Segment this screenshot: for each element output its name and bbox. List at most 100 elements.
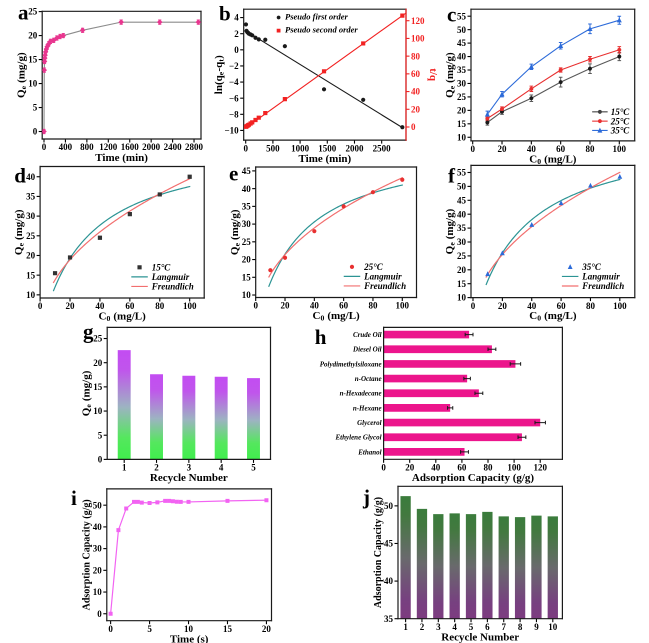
svg-text:0: 0 [108,624,113,634]
svg-text:1600: 1600 [121,142,140,152]
svg-text:10: 10 [548,622,558,632]
svg-text:25: 25 [26,231,36,241]
svg-text:400: 400 [59,142,73,152]
svg-text:j: j [362,485,370,509]
svg-text:15: 15 [93,382,103,392]
svg-text:40: 40 [457,52,467,62]
svg-text:5: 5 [147,624,152,634]
svg-text:7: 7 [501,622,506,632]
svg-text:0: 0 [381,463,386,473]
svg-text:30: 30 [93,544,103,554]
svg-text:500: 500 [266,143,280,153]
svg-text:2000: 2000 [345,143,364,153]
svg-text:35°C: 35°C [581,262,602,272]
svg-text:15: 15 [223,624,233,634]
svg-text:0: 0 [42,142,47,152]
svg-text:40: 40 [431,463,441,473]
svg-text:60: 60 [556,144,566,154]
svg-text:40: 40 [310,301,320,311]
svg-text:30: 30 [457,79,467,89]
svg-text:Q ( m: Q ( m g / g ) e [440,48,457,98]
svg-text:Adsorption Capacity (g/g): Adsorption Capacity (g/g) [82,499,93,610]
svg-text:1: 1 [122,463,127,473]
svg-text:60: 60 [125,301,135,311]
svg-text:20: 20 [66,301,76,311]
svg-text:35: 35 [457,65,467,75]
svg-text:10: 10 [457,293,467,303]
svg-text:5: 5 [251,463,256,473]
svg-text:60: 60 [457,463,467,473]
svg-text:Glycerol: Glycerol [357,419,382,427]
svg-text:20: 20 [93,358,103,368]
svg-text:20: 20 [498,144,508,154]
svg-text:10: 10 [184,624,194,634]
svg-text:10: 10 [242,290,252,300]
svg-text:Langmuir: Langmuir [151,272,190,282]
svg-text:b: b [219,2,231,26]
svg-text:20: 20 [457,105,467,115]
svg-text:80: 80 [411,51,421,61]
svg-text:0: 0 [411,122,416,132]
svg-text:0: 0 [471,301,476,311]
svg-text:Ethanol: Ethanol [357,448,381,456]
svg-text:15: 15 [28,55,38,65]
svg-text:10: 10 [457,132,467,142]
svg-text:2000: 2000 [142,142,161,152]
svg-text:50: 50 [457,25,467,35]
svg-text:1: 1 [403,622,408,632]
svg-text:15: 15 [26,270,36,280]
svg-text:h: h [315,325,327,349]
svg-text:0: 0 [38,301,43,311]
svg-text:25: 25 [28,7,38,17]
svg-text:−8: −8 [229,109,239,119]
svg-text:35: 35 [242,201,252,211]
svg-text:2: 2 [420,622,425,632]
svg-text:40: 40 [527,144,537,154]
svg-text:20: 20 [262,624,272,634]
svg-text:Adsorption Capacity (g/g): Adsorption Capacity (g/g) [412,472,535,484]
svg-text:100: 100 [411,34,425,44]
svg-text:Q ( m: Q ( m g / g ) e [11,48,28,98]
svg-text:800: 800 [80,142,94,152]
svg-text:e: e [229,162,238,186]
svg-text:8: 8 [518,622,523,632]
svg-text:1000: 1000 [291,143,310,153]
svg-text:25°C: 25°C [363,262,384,272]
svg-text:1200: 1200 [99,142,118,152]
svg-text:6: 6 [485,622,490,632]
svg-text:55: 55 [457,168,467,178]
svg-text:Time (min): Time (min) [95,152,148,164]
svg-text:C ( m: C ( m g / L ) 0 [529,306,580,323]
svg-text:80: 80 [484,463,494,473]
svg-text:4: 4 [452,622,457,632]
svg-text:2400: 2400 [164,142,183,152]
svg-text:0: 0 [253,301,258,311]
svg-text:1500: 1500 [318,143,337,153]
svg-text:15: 15 [457,119,467,129]
svg-text:a: a [18,1,29,25]
svg-text:30: 30 [242,219,252,229]
svg-text:50: 50 [93,500,103,510]
svg-text:100: 100 [507,463,521,473]
svg-text:120: 120 [533,463,547,473]
svg-text:40: 40 [93,522,103,532]
svg-text:f: f [448,163,456,187]
svg-text:55: 55 [457,11,467,21]
svg-text:Time (s): Time (s) [170,633,209,643]
svg-text:35: 35 [26,192,36,202]
svg-text:0: 0 [234,45,239,55]
svg-text:35°C: 35°C [610,126,631,136]
svg-text:60: 60 [339,301,349,311]
svg-text:20: 20 [26,251,36,261]
svg-text:g: g [83,320,94,344]
svg-text:5: 5 [469,622,474,632]
svg-text:C ( m: C ( m g / L ) 0 [312,306,363,323]
svg-text:c: c [447,3,456,27]
svg-text:5: 5 [98,430,103,440]
svg-text:25: 25 [93,334,103,344]
svg-text:15°C: 15°C [152,262,172,272]
svg-text:80: 80 [155,301,165,311]
svg-text:3: 3 [436,622,441,632]
svg-text:10: 10 [93,406,103,416]
svg-text:20: 20 [498,301,508,311]
